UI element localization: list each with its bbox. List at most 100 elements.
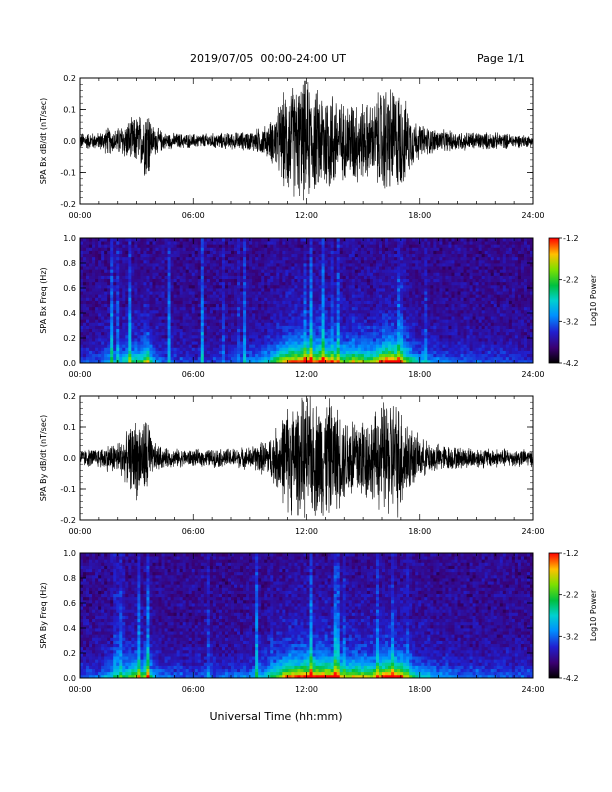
spectrogram-cell	[134, 309, 138, 314]
spectrogram-cell	[321, 238, 326, 242]
spectrogram-cell	[424, 344, 428, 348]
spectrogram-cell	[324, 269, 329, 273]
spectrogram-cell	[406, 266, 410, 270]
spectrogram-cell	[388, 328, 392, 333]
spectrogram-cell	[394, 316, 398, 320]
spectrogram-cell	[80, 309, 84, 314]
spectrogram-cell	[234, 250, 238, 255]
spectrogram-cell	[122, 247, 126, 251]
spectrogram-cell	[83, 272, 87, 276]
spectrogram-cell	[104, 297, 108, 301]
spectrogram-cell	[288, 288, 292, 292]
spectrogram-cell	[378, 331, 383, 336]
spectrogram-cell	[372, 316, 377, 320]
spectrogram-cell	[86, 297, 90, 301]
spectrogram-cell	[288, 338, 292, 342]
spectrogram-cell	[321, 275, 326, 280]
spectrogram-cell	[179, 256, 184, 261]
spectrogram-cell	[294, 269, 298, 273]
spectrogram-cell	[89, 275, 93, 280]
spectrogram-cell	[227, 247, 232, 251]
spectrogram-cell	[209, 313, 214, 317]
spectrogram-cell	[197, 313, 202, 317]
spectrogram-cell	[300, 334, 304, 339]
spectrogram-cell	[80, 269, 84, 273]
spectrogram-cell	[128, 322, 132, 326]
spectrogram-cell	[119, 256, 123, 261]
spectrogram-cell	[270, 250, 274, 255]
spectrogram-cell	[375, 256, 380, 261]
spectrogram-cell	[391, 297, 395, 301]
spectrogram-cell	[185, 244, 190, 248]
spectrogram-cell	[95, 325, 99, 330]
spectrogram-cell	[261, 353, 265, 358]
spectrogram-cell	[188, 250, 193, 255]
spectrogram-cell	[394, 291, 398, 295]
spectrogram-cell	[345, 291, 350, 295]
spectrogram-cell	[312, 322, 316, 326]
spectrogram-cell	[270, 288, 274, 292]
spectrogram-cell	[421, 253, 425, 258]
spectrogram-cell	[327, 278, 332, 283]
spectrogram-cell	[164, 294, 168, 298]
spectrogram-cell	[324, 359, 329, 363]
spectrogram-cell	[291, 275, 295, 280]
spectrogram-cell	[366, 259, 371, 264]
spectrogram-cell	[342, 303, 347, 308]
spectrogram-cell	[285, 334, 289, 339]
spectrogram-cell	[388, 331, 392, 336]
spectrogram-cell	[430, 319, 434, 323]
spectrogram-cell	[116, 313, 120, 317]
spectrogram-cell	[255, 241, 259, 245]
spectrogram-cell	[279, 344, 283, 348]
spectrogram-cell	[388, 356, 392, 361]
spectrogram-cell	[294, 291, 298, 295]
spectrogram-cell	[203, 247, 208, 251]
spectrogram-cell	[209, 294, 214, 298]
spectrogram-cell	[330, 328, 335, 333]
spectrogram-cell	[246, 259, 250, 264]
spectrogram-cell	[348, 316, 353, 320]
spectrogram-cell	[282, 253, 286, 258]
spectrogram-cell	[107, 313, 111, 317]
spectrogram-cell	[179, 284, 184, 289]
spectrogram-cell	[152, 341, 156, 345]
spectrogram-cell	[375, 347, 380, 351]
spectrogram-cell	[191, 259, 196, 264]
spectrogram-cell	[86, 309, 90, 314]
spectrogram-cell	[122, 341, 126, 345]
spectrogram-cell	[246, 334, 250, 339]
spectrogram-cell	[125, 278, 129, 283]
spectrogram-cell	[303, 259, 307, 264]
spectrogram-cell	[360, 291, 365, 295]
spectrogram-cell	[324, 281, 329, 286]
spectrogram-cell	[375, 275, 380, 280]
spectrogram-cell	[360, 359, 365, 363]
spectrogram-cell	[324, 338, 329, 342]
spectrogram-cell	[270, 316, 274, 320]
spectrogram-cell	[197, 241, 202, 245]
spectrogram-cell	[276, 281, 280, 286]
spectrogram-cell	[224, 247, 229, 251]
spectrogram-cell	[200, 253, 205, 258]
spectrogram-cell	[294, 288, 298, 292]
spectrogram-cell	[176, 316, 181, 320]
spectrogram-cell	[224, 281, 229, 286]
spectrogram-cell	[318, 269, 322, 273]
spectrogram-cell	[215, 272, 220, 276]
spectrogram-cell	[306, 313, 310, 317]
spectrogram-cell	[403, 353, 407, 358]
spectrogram-cell	[101, 291, 105, 295]
spectrogram-cell	[237, 350, 241, 355]
spectrogram-cell	[394, 247, 398, 251]
spectrogram-cell	[348, 288, 353, 292]
spectrogram-cell	[439, 325, 443, 330]
spectrogram-cell	[110, 347, 114, 351]
spectrogram-cell	[430, 266, 434, 270]
spectrogram-cell	[143, 241, 147, 245]
spectrogram-cell	[406, 359, 410, 363]
spectrogram-cell	[104, 359, 108, 363]
spectrogram-cell	[134, 250, 138, 255]
spectrogram-cell	[336, 331, 341, 336]
spectrogram-cell	[321, 256, 326, 261]
